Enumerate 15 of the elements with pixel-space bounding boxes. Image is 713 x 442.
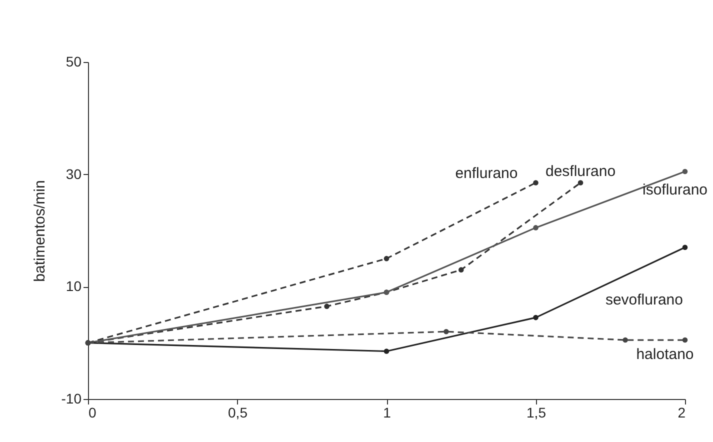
series-label: isoflurano (642, 182, 708, 199)
x-tick-label: 1,5 (526, 404, 546, 420)
series-label: sevoflurano (605, 291, 683, 308)
x-tick-label: 1 (383, 404, 392, 420)
x-tick-label: 0 (88, 404, 96, 420)
series-label: enflurano (455, 164, 518, 182)
y-axis-title: batimentos/min (31, 180, 48, 282)
x-tick-label: 2 (678, 404, 686, 420)
x-tick-label: 0,5 (228, 404, 248, 420)
y-tick-label: 50 (66, 54, 82, 70)
series-label: halotano (636, 346, 694, 364)
y-tick-label: -10 (61, 390, 82, 406)
series-label: desflurano (545, 162, 616, 180)
y-tick-label: 10 (66, 278, 82, 294)
y-tick-label: 30 (66, 166, 82, 182)
